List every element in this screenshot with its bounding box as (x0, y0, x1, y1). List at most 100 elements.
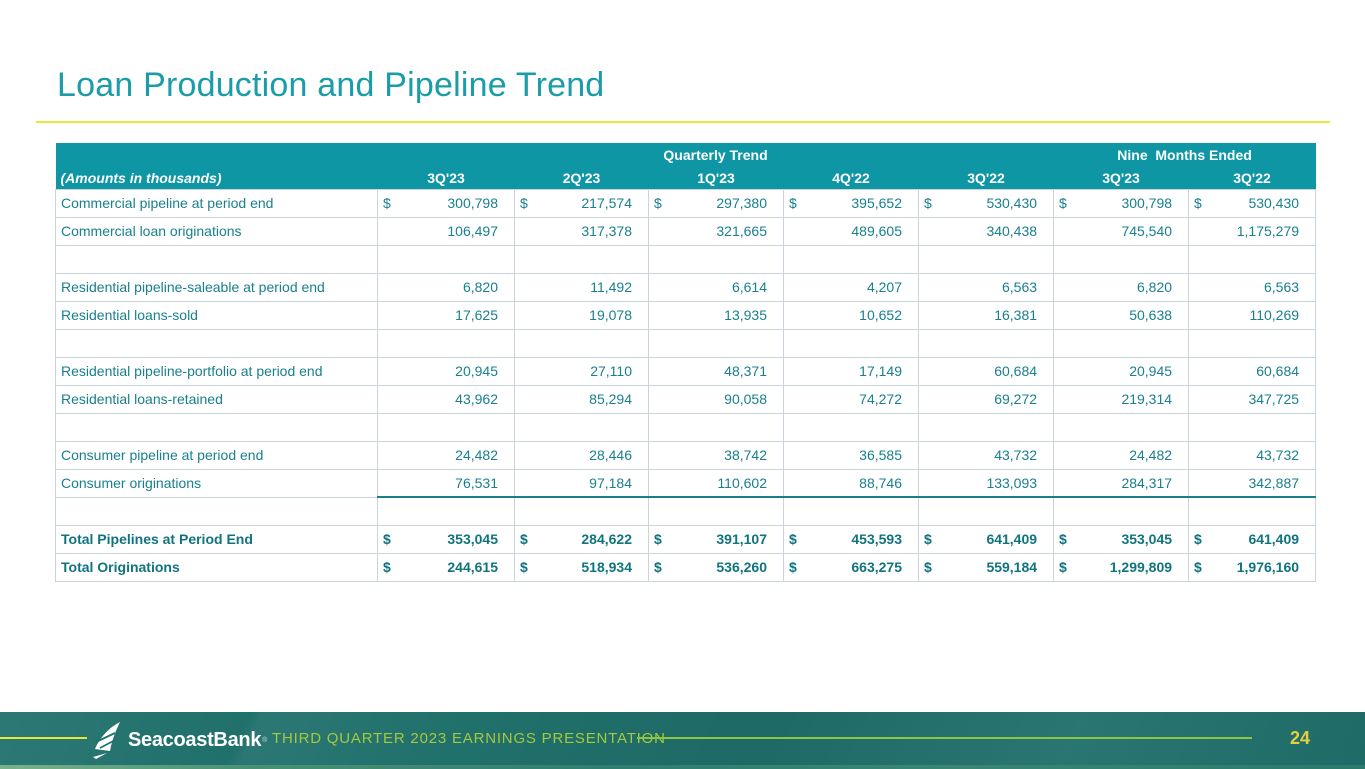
value-text: 10,652 (859, 307, 902, 323)
table-header: Quarterly Trend Nine Months Ended (Amounts… (55, 143, 1316, 189)
dollar-sign: $ (383, 559, 391, 575)
value-text: 1,976,160 (1236, 559, 1300, 575)
cell-value (648, 244, 784, 274)
cell-value: $353,045 (377, 524, 515, 554)
row-label: Residential pipeline-portfolio at period… (55, 356, 378, 386)
table-row: Consumer originations 76,531 97,184 110,602… (55, 468, 1317, 498)
cell-value: 24,482 (377, 440, 515, 470)
value-text: 300,798 (447, 195, 498, 211)
value-text: 50,638 (1129, 307, 1173, 323)
value-text: 4,207 (866, 279, 902, 295)
value-text: 85,294 (589, 391, 632, 407)
cell-value: $1,299,809 (1053, 552, 1190, 582)
value-text: 395,652 (851, 195, 902, 211)
row-label: Commercial pipeline at period end (55, 188, 378, 218)
cell-value (1188, 328, 1317, 358)
cell-value: 16,381 (917, 300, 1055, 330)
cell-value: 85,294 (514, 384, 649, 414)
seacoast-logo: SeacoastBank ® (92, 721, 267, 759)
value-text: 1,175,279 (1236, 223, 1300, 239)
cell-value: 17,625 (377, 300, 515, 330)
value-text: 110,269 (1249, 307, 1300, 323)
cell-value (514, 328, 649, 358)
dollar-sign: $ (789, 531, 797, 547)
cell-value: 347,725 (1188, 384, 1317, 414)
dollar-sign: $ (520, 559, 528, 575)
cell-value: 28,446 (514, 440, 649, 470)
cell-value: 321,665 (648, 216, 784, 246)
cell-value: $297,380 (648, 188, 784, 218)
spacer-row (55, 412, 1317, 442)
dollar-sign: $ (383, 195, 391, 211)
value-text: 20,945 (1129, 363, 1173, 379)
value-text: 24,482 (455, 447, 498, 463)
cell-value: 43,962 (377, 384, 515, 414)
cell-value: 6,614 (648, 272, 784, 302)
value-text: 340,438 (986, 223, 1038, 239)
dollar-sign: $ (924, 195, 932, 211)
cell-value: 74,272 (783, 384, 919, 414)
row-label: Total Originations (55, 552, 378, 582)
cell-value (648, 412, 784, 442)
cell-value: 4,207 (783, 272, 919, 302)
cell-value: 106,497 (377, 216, 515, 246)
spacer-row (55, 328, 1317, 358)
value-text: 284,622 (581, 531, 632, 547)
cell-value: 11,492 (514, 272, 649, 302)
cell-value: $217,574 (514, 188, 649, 218)
cell-value (783, 412, 919, 442)
cell-value (783, 328, 919, 358)
column-header: 3Q'23 (377, 167, 515, 189)
cell-value: 90,058 (648, 384, 784, 414)
value-text: 20,945 (455, 363, 498, 379)
sail-icon (93, 722, 120, 759)
cell-value: 20,945 (377, 356, 515, 386)
cell-value: 20,945 (1053, 356, 1190, 386)
cell-value: 110,269 (1188, 300, 1317, 330)
dollar-sign: $ (789, 559, 797, 575)
value-text: 74,272 (859, 391, 902, 407)
cell-value (783, 244, 919, 274)
cell-value: 69,272 (917, 384, 1055, 414)
cell-value: $1,976,160 (1188, 552, 1317, 582)
dollar-sign: $ (924, 531, 932, 547)
cell-value: $391,107 (648, 524, 784, 554)
footer-right-rule (637, 737, 1252, 739)
value-text: 17,149 (859, 363, 902, 379)
value-text: 347,725 (1248, 391, 1300, 407)
dollar-sign: $ (1059, 559, 1067, 575)
cell-value: 342,887 (1188, 468, 1317, 498)
table-row: Total Originations $244,615 $518,934 $536,2… (55, 552, 1317, 582)
value-text: 16,381 (994, 307, 1038, 323)
column-header: 4Q'22 (783, 167, 919, 189)
value-text: 60,684 (1256, 363, 1300, 379)
cell-value (377, 412, 515, 442)
logo-text: SeacoastBank (128, 728, 262, 751)
value-text: 11,492 (590, 279, 632, 295)
table-row: Residential loans-retained 43,962 85,294 90… (55, 384, 1317, 414)
page-number: 24 (1290, 728, 1311, 748)
cell-value (648, 496, 784, 526)
table-row: Total Pipelines at Period End $353,045 $28… (55, 524, 1317, 554)
value-text: 284,317 (1121, 474, 1173, 491)
cell-value: $244,615 (377, 552, 515, 582)
loan-production-table: Quarterly Trend Nine Months Ended (Amounts… (55, 143, 1317, 582)
value-text: 559,184 (986, 559, 1038, 575)
value-text: 38,742 (724, 447, 767, 463)
page-title: Loan Production and Pipeline Trend (57, 66, 605, 104)
cell-value: $453,593 (783, 524, 919, 554)
cell-value: $300,798 (377, 188, 515, 218)
cell-value (783, 496, 919, 526)
cell-value: 17,149 (783, 356, 919, 386)
value-text: 90,058 (724, 391, 767, 407)
dollar-sign: $ (1194, 559, 1202, 575)
cell-value: 38,742 (648, 440, 784, 470)
cell-value: $641,409 (1188, 524, 1317, 554)
value-text: 745,540 (1121, 223, 1173, 239)
column-header: 3Q'23 (1053, 167, 1189, 189)
cell-value: 50,638 (1053, 300, 1190, 330)
cell-value: 6,563 (917, 272, 1055, 302)
cell-value: 36,585 (783, 440, 919, 470)
cell-value (917, 328, 1055, 358)
